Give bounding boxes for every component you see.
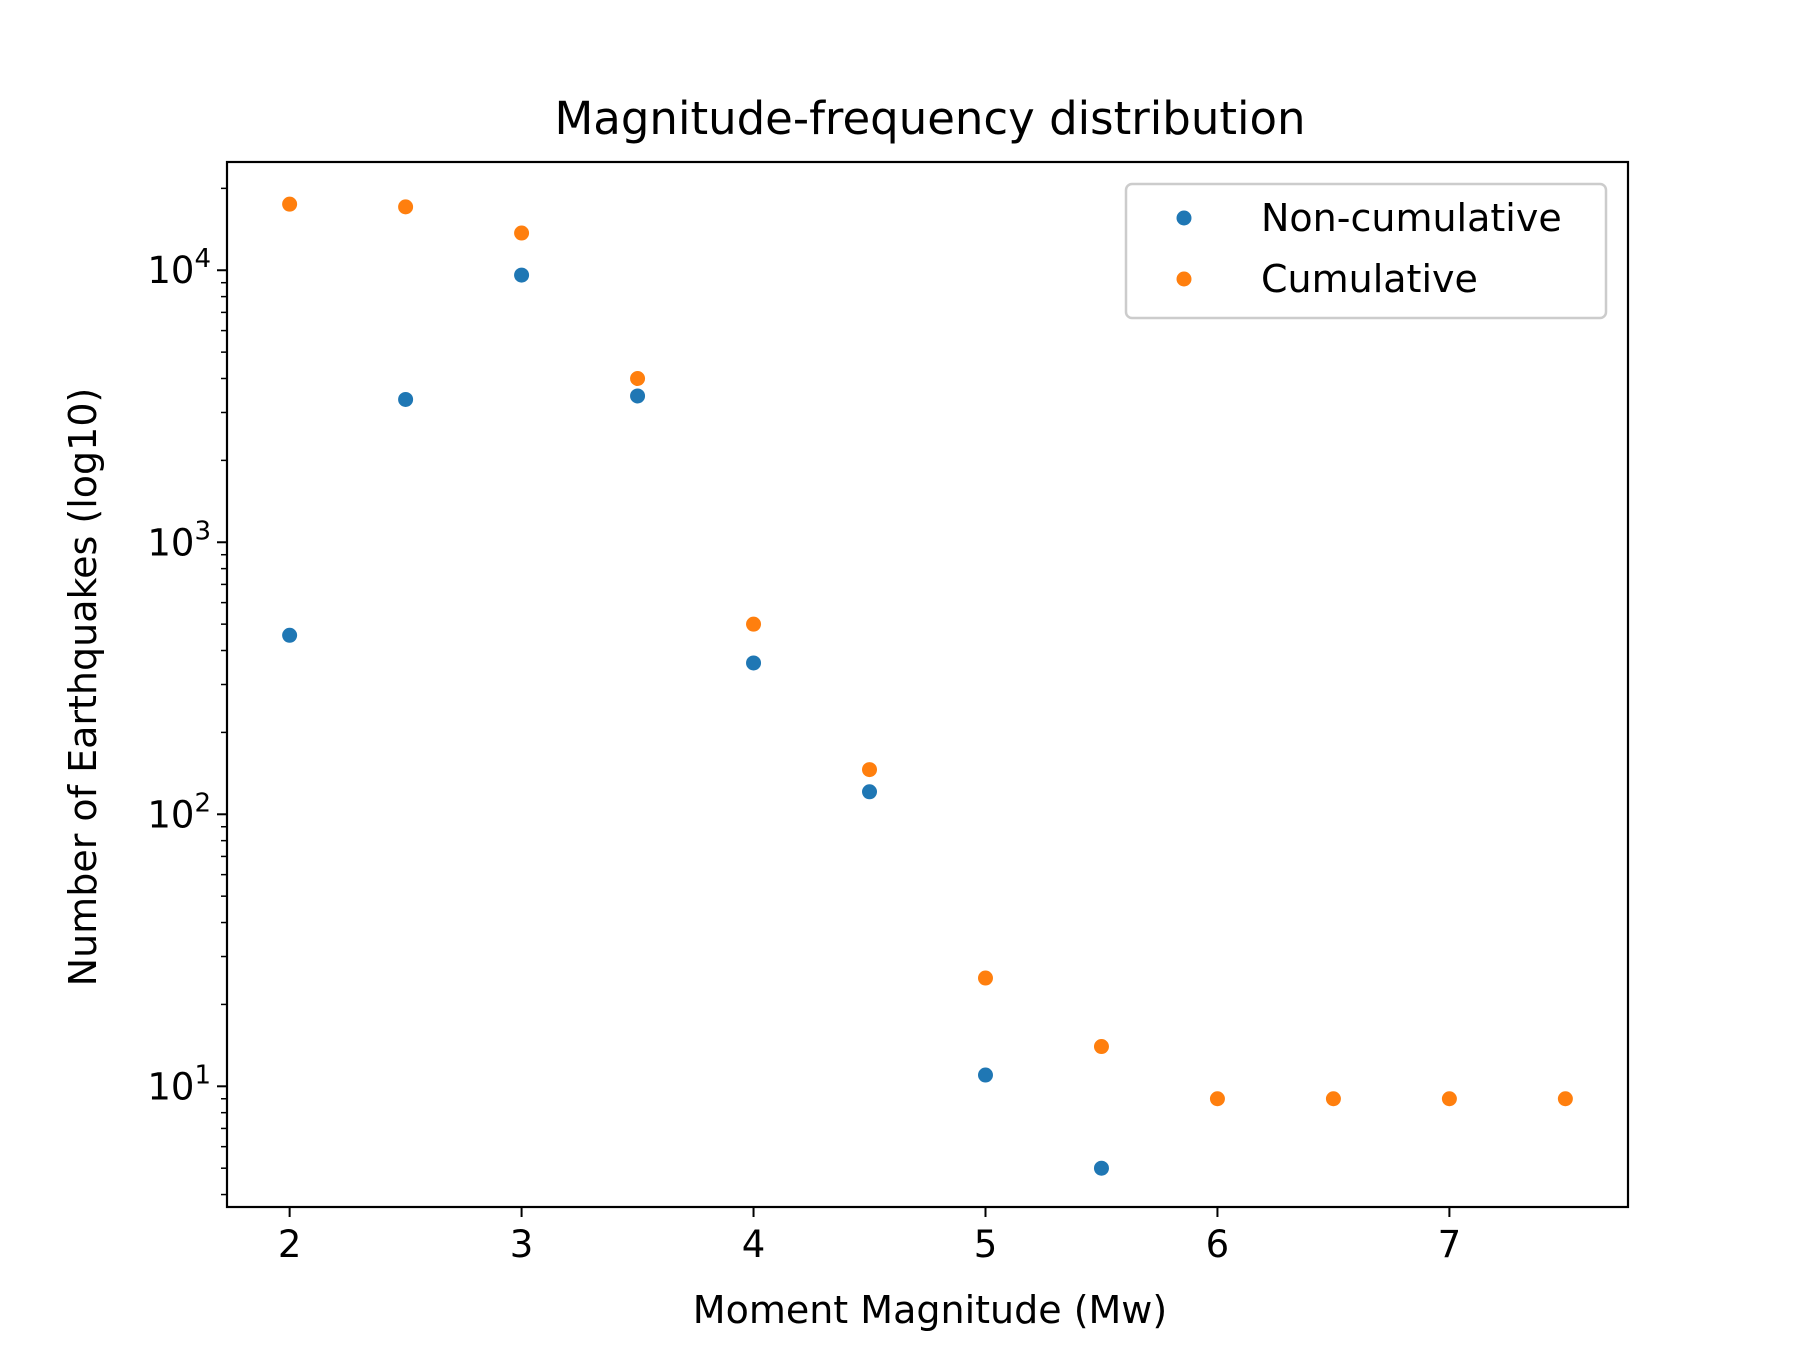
legend: Non-cumulative Cumulative: [1124, 182, 1608, 320]
data-point: [282, 627, 298, 643]
legend-label: Non-cumulative: [1261, 196, 1562, 240]
data-point: [630, 388, 646, 404]
series-non-cumulative: [282, 267, 1109, 1176]
data-point: [1093, 1039, 1109, 1055]
data-point: [862, 762, 878, 778]
data-point: [1325, 1091, 1341, 1107]
legend-marker: [1176, 271, 1192, 287]
data-point: [862, 784, 878, 800]
data-point: [282, 196, 298, 212]
chart-title: Magnitude-frequency distribution: [554, 92, 1305, 145]
data-point: [630, 370, 646, 386]
y-tick-label: 104: [147, 244, 211, 292]
y-axis-label: Number of Earthquakes (log10): [61, 388, 105, 987]
legend-marker: [1176, 210, 1192, 226]
data-point: [1557, 1091, 1573, 1107]
data-point: [1093, 1160, 1109, 1176]
y-tick-label: 103: [147, 516, 211, 564]
y-tick-label: 101: [147, 1060, 211, 1108]
x-tick-label: 5: [974, 1223, 998, 1266]
series-cumulative: [282, 196, 1573, 1107]
legend-box: [1124, 182, 1608, 320]
data-point: [514, 225, 530, 241]
data-point: [1209, 1091, 1225, 1107]
x-tick-label: 3: [510, 1223, 534, 1266]
data-point: [746, 655, 762, 671]
data-point: [977, 970, 993, 986]
data-point: [514, 267, 530, 283]
data-point: [977, 1067, 993, 1083]
x-axis-label: Moment Magnitude (Mw): [693, 1288, 1167, 1332]
x-tick-label: 7: [1438, 1223, 1462, 1266]
x-tick-label: 2: [278, 1223, 302, 1266]
plot-area: 2 3 4 5 6 7 101 102 103 104: [147, 160, 1630, 1266]
y-tick-label: 102: [147, 788, 211, 836]
data-point: [398, 199, 414, 215]
data-point: [398, 391, 414, 407]
x-tick-label: 4: [742, 1223, 766, 1266]
data-point: [1441, 1091, 1457, 1107]
data-point: [746, 616, 762, 632]
legend-label: Cumulative: [1261, 257, 1478, 301]
x-tick-label: 6: [1206, 1223, 1230, 1266]
